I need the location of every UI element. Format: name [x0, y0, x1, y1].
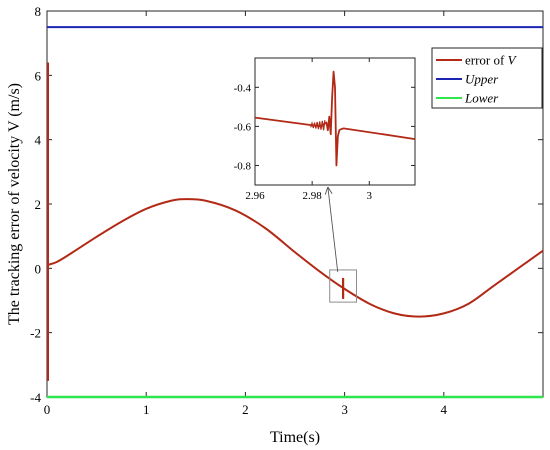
x-tick-label: 3	[341, 402, 348, 417]
zoom-pointer-line	[327, 186, 339, 272]
inset-y-tick-label: -0.8	[234, 160, 252, 172]
inset-x-tick-label: 3	[367, 190, 373, 202]
legend-entry: error of V	[465, 53, 518, 68]
x-tick-label: 1	[143, 402, 150, 417]
zoom-pointer-arrowhead	[324, 186, 333, 195]
y-tick-label: -2	[30, 326, 41, 341]
y-tick-label: 8	[35, 4, 42, 19]
zoom-box	[329, 269, 358, 303]
inset-y-tick-label: -0.6	[234, 121, 252, 133]
inset-plot: -0.8 -0.6 -0.4 2.96 2.98 3	[234, 57, 416, 272]
y-tick-label: 0	[35, 261, 42, 276]
series-error-line	[46, 198, 544, 318]
inset-x-tick-label: 2.96	[245, 190, 265, 202]
inset-error-oscillation	[310, 120, 326, 131]
x-tick-label: 0	[44, 402, 51, 417]
legend-entry: Upper	[465, 72, 499, 87]
inset-x-tick-label: 2.98	[303, 190, 323, 202]
legend-entry: Lower	[464, 91, 499, 106]
x-tick-label: 2	[242, 402, 249, 417]
y-axis-label: The tracking error of velocity V (m/s)	[6, 83, 23, 325]
inset-y-tick-label: -0.4	[234, 82, 252, 94]
y-tick-label: 2	[35, 197, 42, 212]
y-tick-label: 4	[35, 133, 42, 148]
y-tick-label: 6	[35, 68, 42, 83]
x-axis-label: Time(s)	[270, 429, 320, 446]
inset-error-line	[254, 70, 416, 167]
x-tick-label: 4	[441, 402, 448, 417]
legend: error of V Upper Lower	[431, 47, 543, 109]
y-tick-label: -4	[30, 390, 41, 405]
